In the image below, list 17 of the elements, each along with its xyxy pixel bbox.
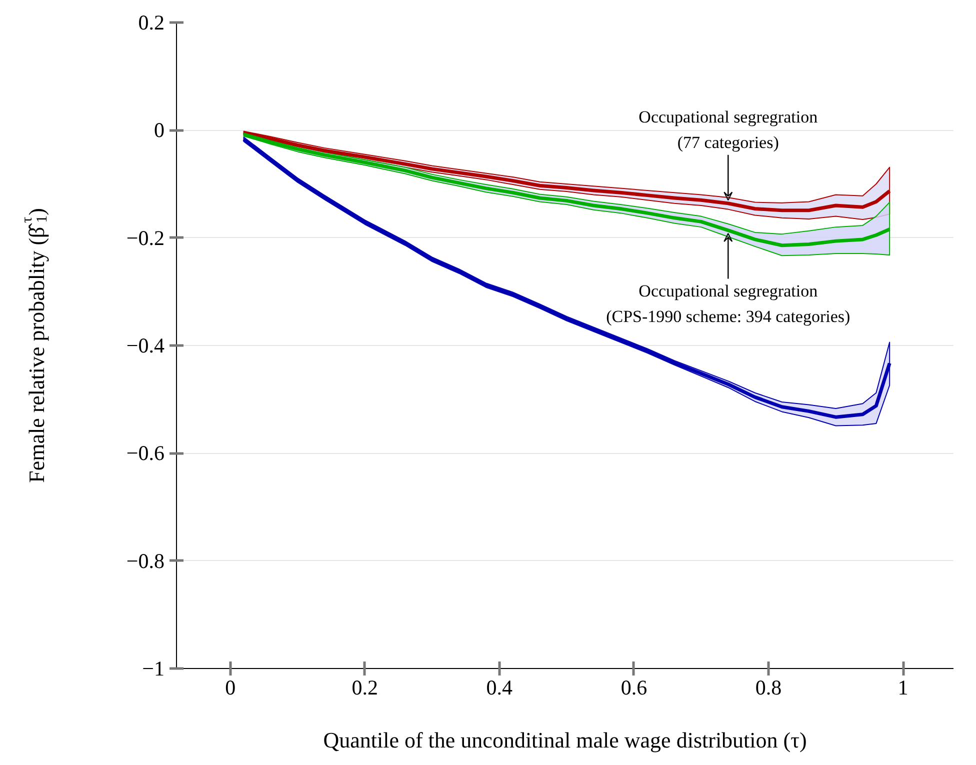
- annotation: Occupational segregration (CPS-1990 scheme: 394 categories): [606, 281, 850, 326]
- y-tick-label: −0.8: [126, 548, 164, 573]
- y-tick-label: 0.2: [138, 10, 164, 34]
- x-tick-label: 0.4: [486, 676, 514, 700]
- x-tick-label: 1: [898, 676, 908, 700]
- x-tick-label: 0: [225, 676, 236, 700]
- y-tick-label: −0.2: [126, 226, 164, 250]
- y-tick-label: −1: [142, 656, 164, 680]
- x-tick-label: 0.8: [755, 676, 782, 700]
- annotation: Occupational segregration (77 categories): [638, 108, 818, 152]
- y-tick-label: 0: [154, 118, 164, 142]
- y-tick-label: −0.6: [126, 441, 164, 466]
- y-tick-label: −0.4: [126, 334, 165, 358]
- y-axis-title: Female relative probablity (β̂1τ): [20, 208, 50, 483]
- x-tick-label: 0.6: [620, 676, 648, 700]
- x-tick-label: 0.2: [352, 676, 378, 700]
- x-axis-title: Quantile of the unconditinal male wage distribution (τ): [323, 728, 807, 752]
